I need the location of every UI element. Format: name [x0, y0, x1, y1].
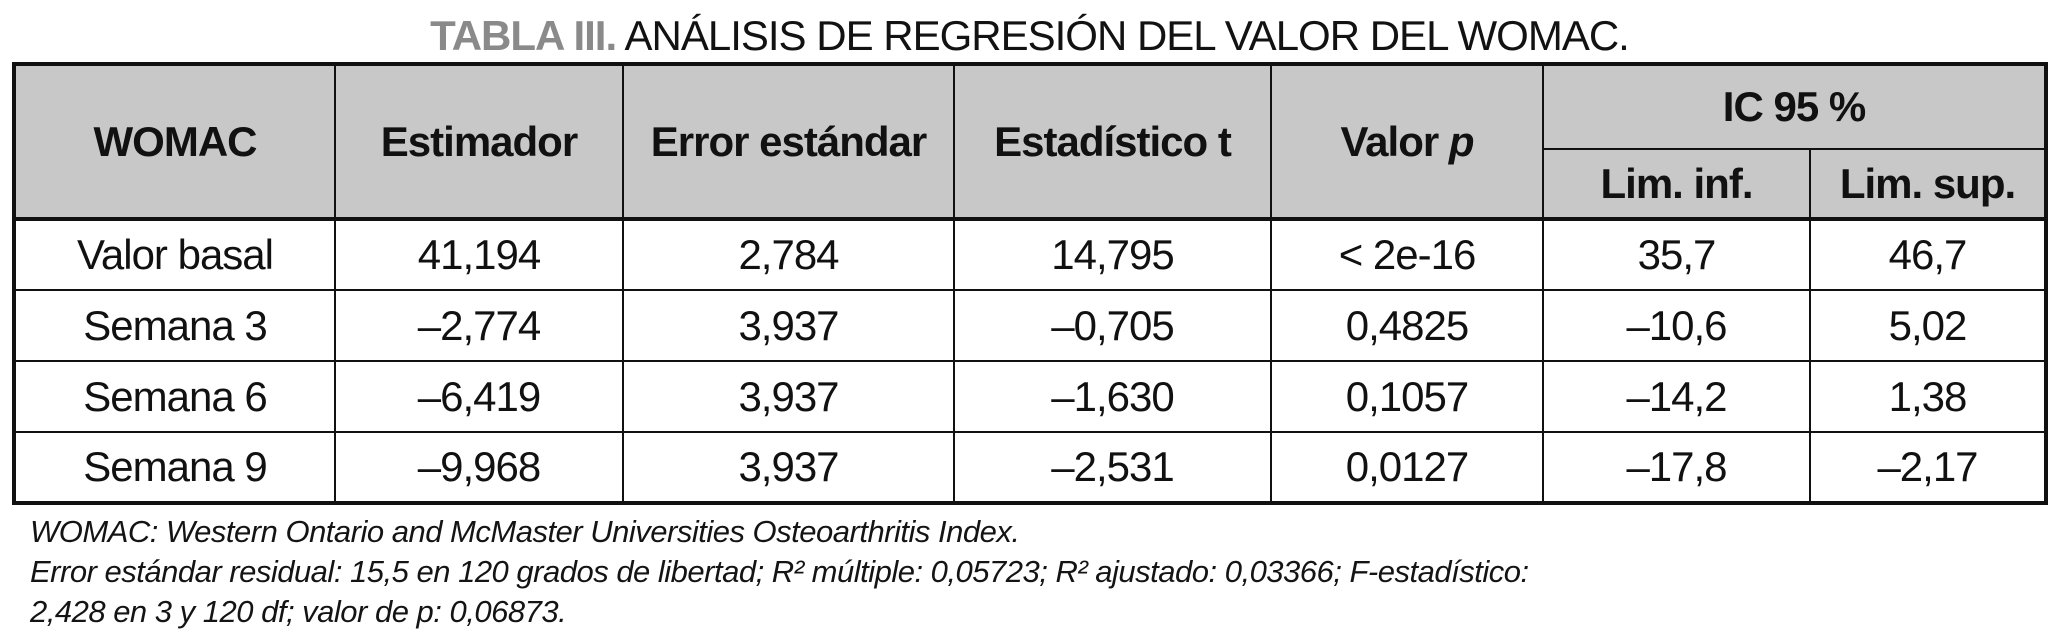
- cell-valor-p: < 2e-16: [1270, 218, 1544, 291]
- cell-lim-sup: 1,38: [1809, 360, 2047, 433]
- column-header-lim-sup: Lim. sup.: [1809, 148, 2047, 221]
- cell-estadistico-t: 14,795: [953, 218, 1272, 291]
- table-header: WOMAC Estimador Error estándar Estadísti…: [13, 63, 2047, 221]
- table-title-text: ANÁLISIS DE REGRESIÓN DEL VALOR DEL WOMA…: [616, 12, 1629, 59]
- cell-estimador: –6,419: [334, 360, 624, 433]
- column-header-estadistico-t: Estadístico t: [953, 63, 1272, 221]
- cell-error-estandar: 3,937: [622, 289, 955, 362]
- table-footnotes: WOMAC: Western Ontario and McMaster Univ…: [30, 512, 1529, 632]
- cell-error-estandar: 3,937: [622, 360, 955, 433]
- table-row-semana-6: Semana 6 –6,419 3,937 –1,630 0,1057 –14,…: [13, 360, 2047, 433]
- table-title-number: TABLA III.: [430, 12, 617, 59]
- column-header-ic95: IC 95 %: [1542, 63, 2047, 150]
- table-row-semana-9: Semana 9 –9,968 3,937 –2,531 0,0127 –17,…: [13, 431, 2047, 504]
- footnote-model-stats-line1: Error estándar residual: 15,5 en 120 gra…: [30, 554, 1529, 589]
- column-header-lim-inf: Lim. inf.: [1542, 148, 1811, 221]
- footnote-model-stats-line2: 2,428 en 3 y 120 df; valor de p: 0,06873…: [30, 594, 567, 629]
- cell-lim-inf: 35,7: [1542, 218, 1811, 291]
- cell-estimador: –9,968: [334, 431, 624, 504]
- table-row-valor-basal: Valor basal 41,194 2,784 14,795 < 2e-16 …: [13, 218, 2047, 291]
- cell-lim-inf: –17,8: [1542, 431, 1811, 504]
- column-header-womac: WOMAC: [13, 63, 336, 221]
- table-row-semana-3: Semana 3 –2,774 3,937 –0,705 0,4825 –10,…: [13, 289, 2047, 362]
- cell-valor-p: 0,0127: [1270, 431, 1544, 504]
- column-header-valor-p: Valor p: [1270, 63, 1544, 221]
- cell-estadistico-t: –1,630: [953, 360, 1272, 433]
- cell-error-estandar: 2,784: [622, 218, 955, 291]
- cell-estimador: 41,194: [334, 218, 624, 291]
- cell-lim-inf: –14,2: [1542, 360, 1811, 433]
- cell-estadistico-t: –2,531: [953, 431, 1272, 504]
- cell-estadistico-t: –0,705: [953, 289, 1272, 362]
- row-label: Semana 3: [13, 289, 336, 362]
- column-header-error-estandar: Error estándar: [622, 63, 955, 221]
- cell-lim-sup: –2,17: [1809, 431, 2047, 504]
- column-header-estimador: Estimador: [334, 63, 624, 221]
- row-label: Semana 6: [13, 360, 336, 433]
- womac-regression-table: WOMAC Estimador Error estándar Estadísti…: [12, 62, 2048, 505]
- cell-lim-inf: –10,6: [1542, 289, 1811, 362]
- row-label: Semana 9: [13, 431, 336, 504]
- cell-valor-p: 0,1057: [1270, 360, 1544, 433]
- table-title: TABLA III. ANÁLISIS DE REGRESIÓN DEL VAL…: [0, 12, 2059, 60]
- row-label: Valor basal: [13, 218, 336, 291]
- cell-estimador: –2,774: [334, 289, 624, 362]
- cell-lim-sup: 5,02: [1809, 289, 2047, 362]
- cell-lim-sup: 46,7: [1809, 218, 2047, 291]
- footnote-womac-definition: WOMAC: Western Ontario and McMaster Univ…: [30, 514, 1020, 549]
- cell-valor-p: 0,4825: [1270, 289, 1544, 362]
- cell-error-estandar: 3,937: [622, 431, 955, 504]
